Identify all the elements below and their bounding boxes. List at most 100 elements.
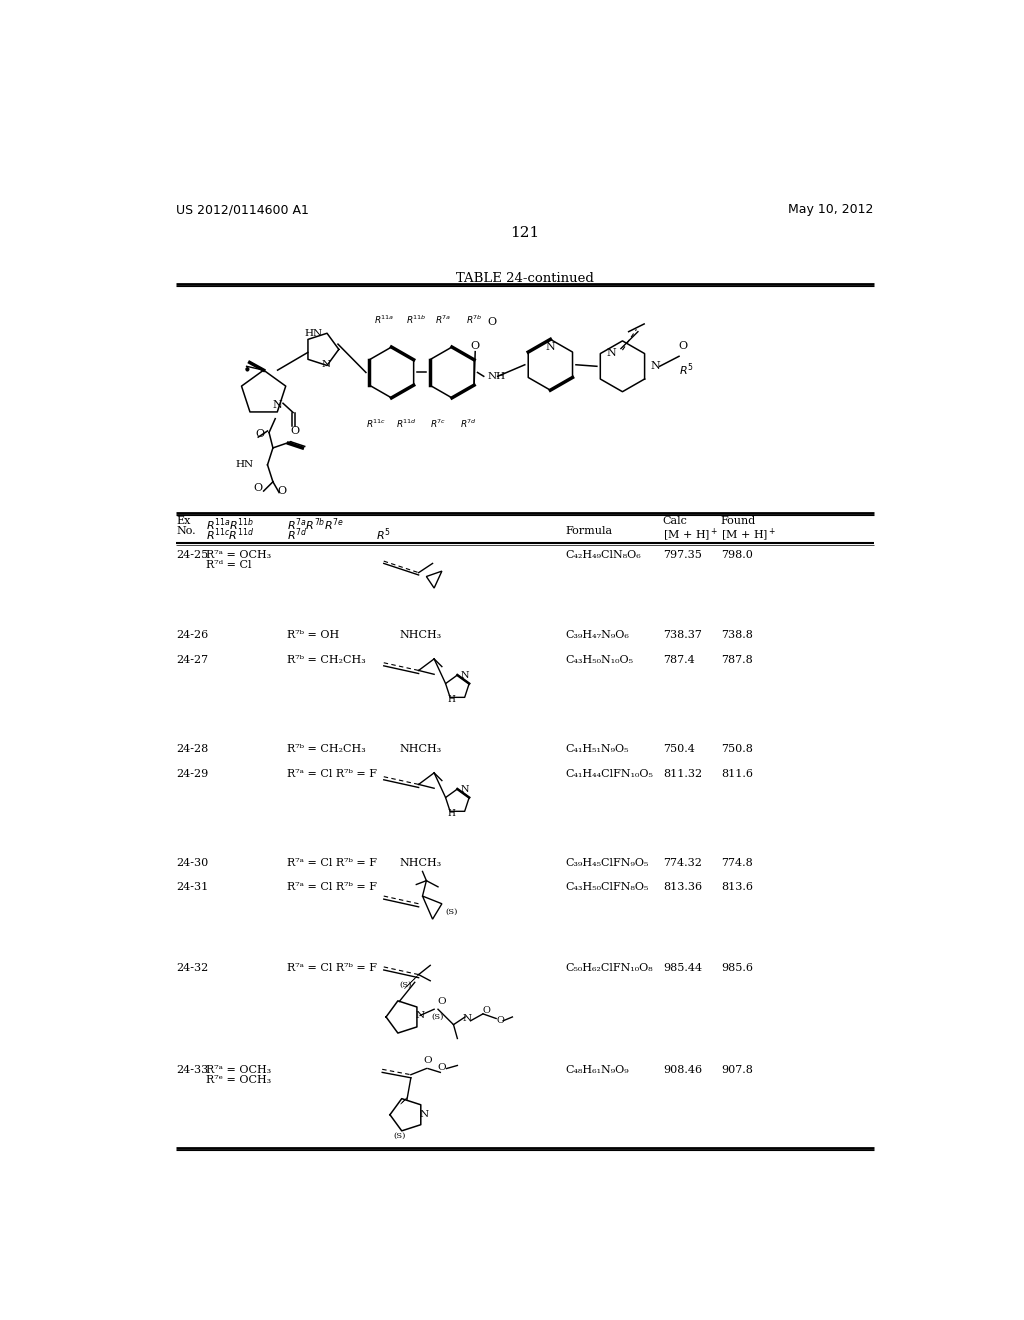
- Text: $R^{7b}$: $R^{7b}$: [466, 314, 482, 326]
- Text: N: N: [650, 362, 660, 371]
- Text: O: O: [437, 1063, 446, 1072]
- Text: C₄₈H₆₁N₉O₉: C₄₈H₆₁N₉O₉: [566, 1065, 630, 1076]
- Text: C₄₁H₅₁N₉O₅: C₄₁H₅₁N₉O₅: [566, 743, 630, 754]
- Text: 750.8: 750.8: [721, 743, 753, 754]
- Text: 24-25: 24-25: [176, 549, 208, 560]
- Text: [M + H]$^+$: [M + H]$^+$: [721, 527, 776, 544]
- Text: $R^{7d}$: $R^{7d}$: [461, 418, 477, 430]
- Text: (S): (S): [399, 981, 412, 989]
- Text: 24-31: 24-31: [176, 882, 208, 892]
- Text: Formula: Formula: [566, 527, 613, 536]
- Text: R⁷ᵃ = Cl R⁷ᵇ = F: R⁷ᵃ = Cl R⁷ᵇ = F: [287, 882, 377, 892]
- Text: R⁷ᵇ = OH: R⁷ᵇ = OH: [287, 630, 339, 640]
- Text: 797.35: 797.35: [663, 549, 701, 560]
- Text: O: O: [487, 317, 497, 327]
- Text: $R^{7d}$: $R^{7d}$: [287, 527, 307, 543]
- Text: 798.0: 798.0: [721, 549, 753, 560]
- Text: 24-27: 24-27: [176, 655, 208, 665]
- Text: 985.6: 985.6: [721, 964, 753, 973]
- Text: H: H: [447, 696, 455, 704]
- Text: R⁷ᵃ = OCH₃: R⁷ᵃ = OCH₃: [206, 549, 270, 560]
- Text: C₃₉H₄₇N₉O₆: C₃₉H₄₇N₉O₆: [566, 630, 630, 640]
- Text: O: O: [290, 426, 299, 437]
- Text: O: O: [254, 483, 263, 492]
- Text: N: N: [416, 1011, 425, 1020]
- Text: 24-30: 24-30: [176, 858, 208, 867]
- Text: R⁷ᵇ = CH₂CH₃: R⁷ᵇ = CH₂CH₃: [287, 655, 366, 665]
- Text: O: O: [255, 429, 264, 440]
- Text: HN: HN: [236, 461, 254, 470]
- Text: O: O: [424, 1056, 432, 1065]
- Text: N: N: [322, 360, 330, 370]
- Text: C₄₁H₄₄ClFN₁₀O₅: C₄₁H₄₄ClFN₁₀O₅: [566, 770, 653, 779]
- Text: 738.8: 738.8: [721, 630, 753, 640]
- Text: $R^{11d}$: $R^{11d}$: [396, 418, 418, 430]
- Text: C₄₃H₅₀N₁₀O₅: C₄₃H₅₀N₁₀O₅: [566, 655, 634, 665]
- Text: 813.36: 813.36: [663, 882, 701, 892]
- Text: 738.37: 738.37: [663, 630, 701, 640]
- Text: (S): (S): [393, 1131, 406, 1139]
- Text: R⁷ᵃ = Cl R⁷ᵇ = F: R⁷ᵃ = Cl R⁷ᵇ = F: [287, 770, 377, 779]
- Text: C₅₀H₆₂ClFN₁₀O₈: C₅₀H₆₂ClFN₁₀O₈: [566, 964, 653, 973]
- Text: No.: No.: [176, 527, 196, 536]
- Text: Calc: Calc: [663, 516, 688, 527]
- Text: (S): (S): [432, 1014, 444, 1022]
- Text: 787.8: 787.8: [721, 655, 753, 665]
- Text: Found: Found: [721, 516, 756, 527]
- Text: ●: ●: [245, 367, 249, 371]
- Text: 121: 121: [510, 226, 540, 240]
- Text: $R^5$: $R^5$: [679, 362, 694, 378]
- Text: 774.8: 774.8: [721, 858, 753, 867]
- Text: R⁷ᵃ = Cl R⁷ᵇ = F: R⁷ᵃ = Cl R⁷ᵇ = F: [287, 858, 377, 867]
- Text: 811.6: 811.6: [721, 770, 753, 779]
- Text: $R^5$: $R^5$: [376, 527, 391, 543]
- Text: N: N: [272, 400, 283, 409]
- Text: C₄₂H₄₉ClN₈O₆: C₄₂H₄₉ClN₈O₆: [566, 549, 642, 560]
- Text: R⁷ᵇ = CH₂CH₃: R⁷ᵇ = CH₂CH₃: [287, 743, 366, 754]
- Text: $R^{7a}R^{7b}R^{7e}$: $R^{7a}R^{7b}R^{7e}$: [287, 516, 344, 533]
- Text: O: O: [471, 341, 480, 351]
- Text: R⁷ᵈ = Cl: R⁷ᵈ = Cl: [206, 560, 251, 569]
- Text: R⁷ᵃ = OCH₃: R⁷ᵃ = OCH₃: [206, 1065, 270, 1076]
- Text: O: O: [483, 1006, 490, 1015]
- Text: $R^{11c}R^{11d}$: $R^{11c}R^{11d}$: [206, 527, 254, 543]
- Text: $R^{7a}$: $R^{7a}$: [435, 314, 452, 326]
- Text: 24-32: 24-32: [176, 964, 208, 973]
- Text: 774.32: 774.32: [663, 858, 701, 867]
- Text: N: N: [463, 1014, 472, 1023]
- Text: NHCH₃: NHCH₃: [399, 743, 441, 754]
- Text: 811.32: 811.32: [663, 770, 701, 779]
- Text: $R^{11a}$: $R^{11a}$: [374, 314, 394, 326]
- Text: $R^{11b}$: $R^{11b}$: [406, 314, 427, 326]
- Text: N: N: [546, 342, 555, 352]
- Text: O: O: [678, 342, 687, 351]
- Text: 787.4: 787.4: [663, 655, 694, 665]
- Text: TABLE 24-continued: TABLE 24-continued: [456, 272, 594, 285]
- Text: 24-33: 24-33: [176, 1065, 208, 1076]
- Text: C₃₉H₄₅ClFN₉O₅: C₃₉H₄₅ClFN₉O₅: [566, 858, 649, 867]
- Text: R⁷ᵉ = OCH₃: R⁷ᵉ = OCH₃: [206, 1076, 270, 1085]
- Text: H: H: [447, 809, 455, 818]
- Text: $R^{7c}$: $R^{7c}$: [430, 418, 446, 430]
- Text: 24-26: 24-26: [176, 630, 208, 640]
- Text: $R^{11c}$: $R^{11c}$: [366, 418, 386, 430]
- Text: N: N: [607, 348, 616, 358]
- Text: [M + H]$^+$: [M + H]$^+$: [663, 527, 718, 544]
- Text: 24-28: 24-28: [176, 743, 208, 754]
- Text: 750.4: 750.4: [663, 743, 694, 754]
- Text: N: N: [420, 1110, 429, 1119]
- Text: May 10, 2012: May 10, 2012: [788, 203, 873, 216]
- Text: NHCH₃: NHCH₃: [399, 630, 441, 640]
- Text: O: O: [496, 1016, 504, 1026]
- Text: O: O: [437, 997, 446, 1006]
- Text: Ex: Ex: [176, 516, 190, 527]
- Text: US 2012/0114600 A1: US 2012/0114600 A1: [176, 203, 309, 216]
- Text: 24-29: 24-29: [176, 770, 208, 779]
- Text: NHCH₃: NHCH₃: [399, 858, 441, 867]
- Text: HN: HN: [305, 330, 323, 338]
- Text: 907.8: 907.8: [721, 1065, 753, 1076]
- Text: N: N: [461, 671, 469, 680]
- Text: NH: NH: [487, 372, 506, 380]
- Text: (S): (S): [445, 908, 458, 916]
- Text: R⁷ᵃ = Cl R⁷ᵇ = F: R⁷ᵃ = Cl R⁷ᵇ = F: [287, 964, 377, 973]
